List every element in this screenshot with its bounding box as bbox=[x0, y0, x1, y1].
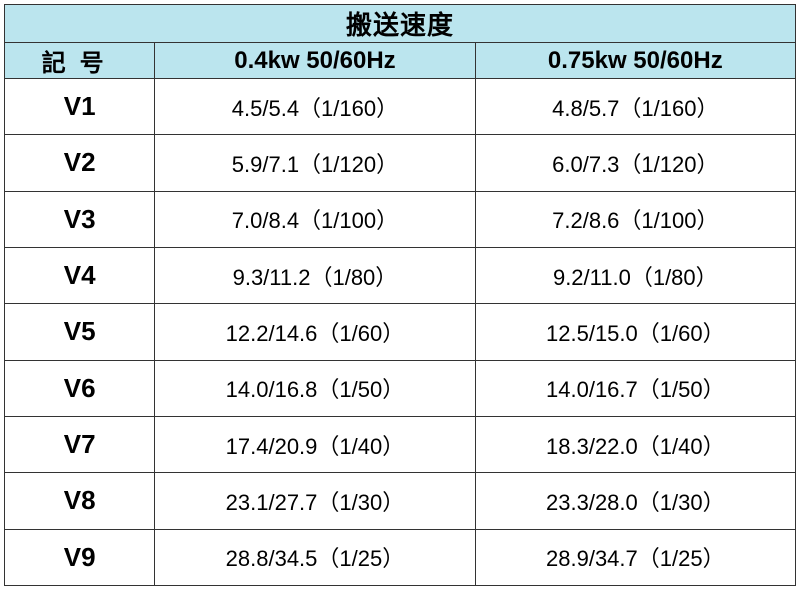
cell-symbol: V8 bbox=[5, 473, 155, 529]
table-row: V4 9.3/11.2（1/80） 9.2/11.0（1/80） bbox=[5, 247, 796, 303]
cell-symbol: V6 bbox=[5, 360, 155, 416]
table-container: 搬送速度 記号 0.4kw 50/60Hz 0.75kw 50/60Hz V1 … bbox=[0, 0, 800, 590]
cell-075kw: 9.2/11.0（1/80） bbox=[475, 247, 795, 303]
table-row: V6 14.0/16.8（1/50） 14.0/16.7（1/50） bbox=[5, 360, 796, 416]
cell-04kw: 9.3/11.2（1/80） bbox=[155, 247, 475, 303]
table-title: 搬送速度 bbox=[5, 5, 796, 43]
table-row: V3 7.0/8.4（1/100） 7.2/8.6（1/100） bbox=[5, 191, 796, 247]
table-row: V7 17.4/20.9（1/40） 18.3/22.0（1/40） bbox=[5, 416, 796, 472]
cell-symbol: V3 bbox=[5, 191, 155, 247]
table-header-row: 記号 0.4kw 50/60Hz 0.75kw 50/60Hz bbox=[5, 43, 796, 79]
cell-075kw: 4.8/5.7（1/160） bbox=[475, 79, 795, 135]
cell-symbol: V9 bbox=[5, 529, 155, 585]
col-header-04kw: 0.4kw 50/60Hz bbox=[155, 43, 475, 79]
cell-075kw: 7.2/8.6（1/100） bbox=[475, 191, 795, 247]
cell-04kw: 23.1/27.7（1/30） bbox=[155, 473, 475, 529]
cell-04kw: 7.0/8.4（1/100） bbox=[155, 191, 475, 247]
cell-075kw: 28.9/34.7（1/25） bbox=[475, 529, 795, 585]
cell-075kw: 23.3/28.0（1/30） bbox=[475, 473, 795, 529]
table-row: V5 12.2/14.6（1/60） 12.5/15.0（1/60） bbox=[5, 304, 796, 360]
cell-symbol: V1 bbox=[5, 79, 155, 135]
table-title-row: 搬送速度 bbox=[5, 5, 796, 43]
cell-075kw: 12.5/15.0（1/60） bbox=[475, 304, 795, 360]
col-header-symbol: 記号 bbox=[5, 43, 155, 79]
col-header-075kw: 0.75kw 50/60Hz bbox=[475, 43, 795, 79]
cell-04kw: 28.8/34.5（1/25） bbox=[155, 529, 475, 585]
cell-symbol: V4 bbox=[5, 247, 155, 303]
conveyor-speed-table: 搬送速度 記号 0.4kw 50/60Hz 0.75kw 50/60Hz V1 … bbox=[4, 4, 796, 586]
cell-075kw: 14.0/16.7（1/50） bbox=[475, 360, 795, 416]
cell-04kw: 4.5/5.4（1/160） bbox=[155, 79, 475, 135]
cell-075kw: 18.3/22.0（1/40） bbox=[475, 416, 795, 472]
cell-04kw: 17.4/20.9（1/40） bbox=[155, 416, 475, 472]
cell-04kw: 5.9/7.1（1/120） bbox=[155, 135, 475, 191]
table-row: V8 23.1/27.7（1/30） 23.3/28.0（1/30） bbox=[5, 473, 796, 529]
cell-075kw: 6.0/7.3（1/120） bbox=[475, 135, 795, 191]
table-row: V1 4.5/5.4（1/160） 4.8/5.7（1/160） bbox=[5, 79, 796, 135]
table-row: V9 28.8/34.5（1/25） 28.9/34.7（1/25） bbox=[5, 529, 796, 585]
table-row: V2 5.9/7.1（1/120） 6.0/7.3（1/120） bbox=[5, 135, 796, 191]
cell-symbol: V5 bbox=[5, 304, 155, 360]
cell-symbol: V7 bbox=[5, 416, 155, 472]
cell-symbol: V2 bbox=[5, 135, 155, 191]
cell-04kw: 12.2/14.6（1/60） bbox=[155, 304, 475, 360]
cell-04kw: 14.0/16.8（1/50） bbox=[155, 360, 475, 416]
